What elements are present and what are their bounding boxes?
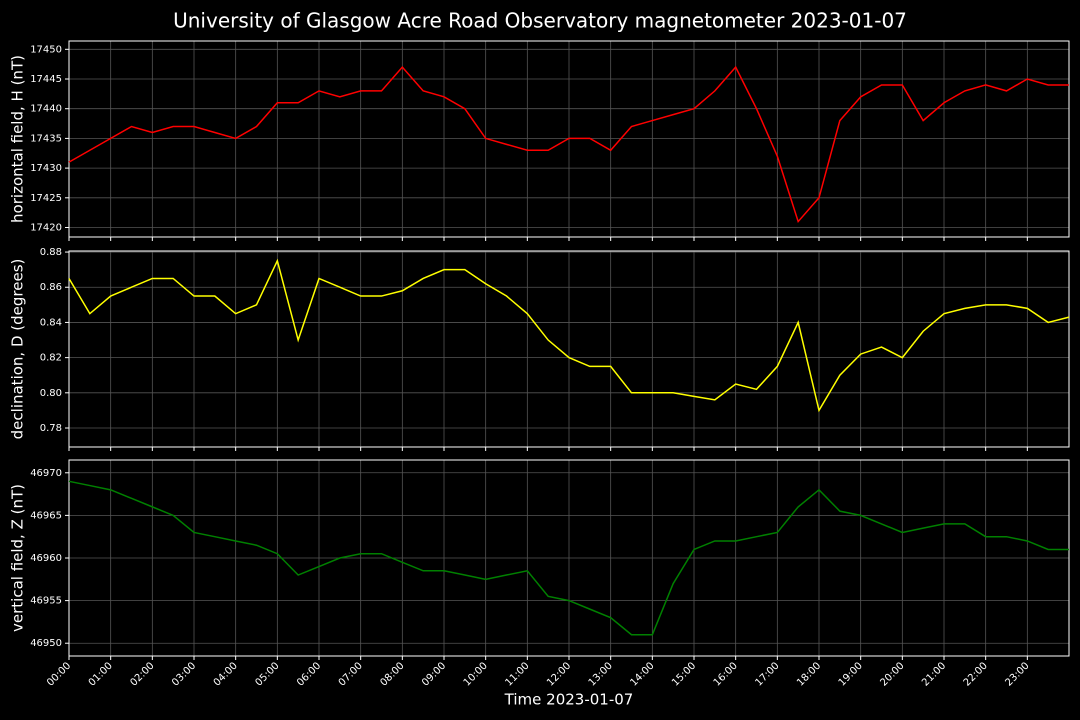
y-tick-label: 17450	[30, 44, 62, 55]
y-tick-label: 46960	[30, 553, 62, 564]
y-tick-label: 0.86	[40, 282, 62, 293]
plot-frame	[68, 459, 1070, 657]
y-tick-label: 0.78	[40, 423, 62, 434]
y-tick-label: 17440	[30, 104, 62, 115]
plot-frame	[68, 40, 1070, 238]
y-tick-label: 0.80	[40, 388, 62, 399]
y-tick-label: 17420	[30, 222, 62, 233]
y-tick-label: 46970	[30, 468, 62, 479]
x-axis-label: Time 2023-01-07	[504, 691, 634, 709]
y-tick-label: 46965	[30, 510, 62, 521]
y-tick-label: 46955	[30, 596, 62, 607]
data-line	[68, 258, 1070, 413]
y-tick-label: 17430	[30, 163, 62, 174]
y-tick-label: 0.82	[40, 353, 62, 364]
y-axis-label: vertical field, Z (nT)	[9, 484, 27, 632]
y-tick-label: 46950	[30, 638, 62, 649]
data-line	[68, 65, 1069, 224]
data-line	[68, 480, 1069, 636]
y-tick-label: 0.88	[40, 247, 62, 258]
y-tick-label: 0.84	[40, 317, 62, 328]
y-tick-label: 17425	[30, 193, 62, 204]
y-axis-label: horizontal field, H (nT)	[9, 55, 27, 223]
plot-frame	[68, 250, 1070, 448]
y-tick-label: 17435	[30, 133, 62, 144]
chart-title: University of Glasgow Acre Road Observat…	[173, 9, 907, 33]
y-axis-label: declination, D (degrees)	[9, 259, 27, 440]
y-tick-label: 17445	[30, 74, 62, 85]
